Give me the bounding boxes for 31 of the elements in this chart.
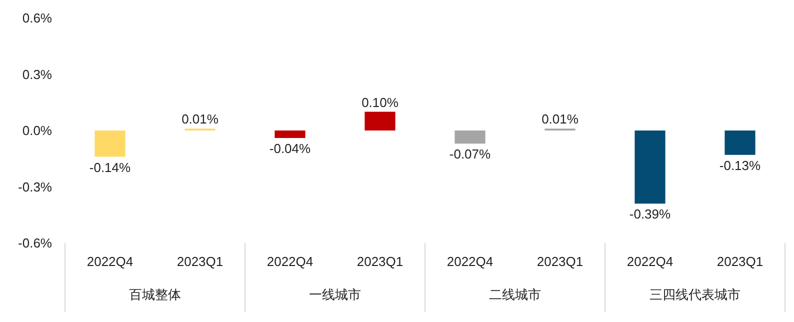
x-tick-label: 2022Q4: [266, 254, 314, 269]
x-tick-label: 2023Q1: [716, 254, 764, 269]
y-tick-label: 0.3%: [22, 66, 52, 82]
y-tick-label: -0.3%: [18, 179, 52, 194]
bar: [454, 130, 486, 144]
x-tick-label: 2023Q1: [356, 254, 404, 269]
data-label: 0.01%: [542, 112, 579, 127]
y-tick-label: 0.0%: [22, 123, 52, 138]
data-label: 0.10%: [362, 94, 399, 110]
bar: [94, 130, 126, 157]
data-label: -0.13%: [719, 158, 762, 173]
x-tick-label: 2022Q4: [446, 254, 494, 269]
text: 三四线代表城市: [650, 287, 740, 302]
data-label: -0.14%: [89, 160, 132, 175]
data-label: -0.39%: [629, 206, 672, 222]
x-tick-label: 2022Q4: [86, 254, 134, 269]
y-tick-label: 0.6%: [22, 10, 52, 26]
bar: [364, 112, 396, 130]
data-label: -0.04%: [269, 141, 312, 156]
y-tick-label: -0.6%: [18, 236, 52, 251]
bar: [274, 130, 306, 138]
text: 百城整体: [129, 287, 181, 302]
x-tick-label: 2023Q1: [176, 254, 224, 269]
bar: [724, 130, 756, 155]
text: 一线城市: [309, 287, 361, 302]
data-label: -0.07%: [449, 146, 492, 162]
x-tick-label: 2023Q1: [536, 254, 584, 269]
data-label: 0.01%: [182, 112, 219, 127]
bar: [634, 130, 666, 204]
x-tick-label: 2022Q4: [626, 254, 674, 269]
text: 二线城市: [489, 287, 541, 302]
